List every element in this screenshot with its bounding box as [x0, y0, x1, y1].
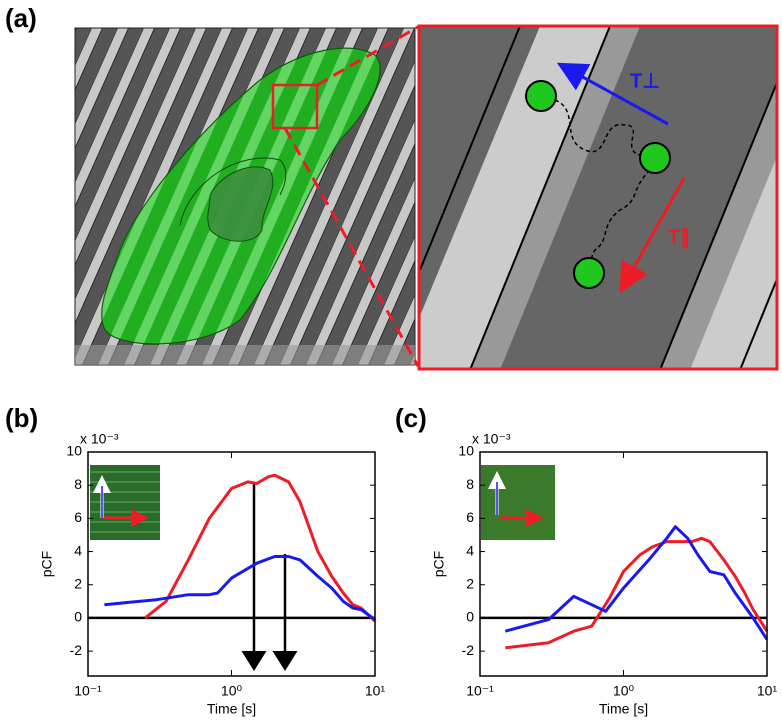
substrate	[74, 25, 420, 367]
data-line	[505, 536, 769, 650]
y-tick-label: 8	[466, 476, 474, 492]
data-line	[144, 473, 377, 623]
y-tick-label: 2	[466, 575, 474, 591]
y-tick-label: -2	[70, 642, 83, 658]
x-tick-label: 10⁰	[221, 683, 243, 699]
x-tick-label: 10⁰	[613, 683, 635, 699]
inset	[90, 465, 555, 540]
y-tick-label: 0	[74, 609, 82, 625]
x-axis-label: Time [s]	[207, 701, 256, 717]
y-tick-label: 6	[466, 509, 474, 525]
y-tick-label: 10	[458, 443, 474, 459]
x-tick-label: 10¹	[365, 683, 386, 699]
y-axis-label: pCF	[431, 551, 447, 577]
axes-box	[479, 451, 768, 677]
panel-label: (b)	[5, 403, 38, 433]
panel-label: (c)	[395, 403, 427, 433]
zoom-view: T⊥ T∥	[417, 24, 779, 371]
x-tick-label: 10⁻¹	[466, 683, 494, 699]
y-tick-label: 8	[74, 476, 82, 492]
axis-multiplier: x 10⁻³	[80, 431, 119, 447]
y-tick-label: -2	[462, 642, 475, 658]
axes-box	[87, 451, 376, 677]
perpendicular-label: T⊥	[630, 70, 660, 92]
y-tick-label: 4	[466, 542, 474, 558]
x-axis-label: Time [s]	[599, 701, 648, 717]
annotation-arrows	[241, 484, 298, 671]
panel-label: (a)	[5, 3, 37, 33]
data-line	[504, 525, 769, 641]
y-tick-label: 10	[66, 443, 82, 459]
y-tick-label: 2	[74, 575, 82, 591]
x-tick-label: 10⁻¹	[74, 683, 102, 699]
y-tick-label: 4	[74, 542, 82, 558]
y-axis-label: pCF	[39, 551, 55, 577]
parallel-label: T∥	[668, 226, 690, 248]
y-tick-label: 0	[466, 609, 474, 625]
x-tick-label: 10¹	[757, 683, 778, 699]
y-tick-label: 6	[74, 509, 82, 525]
data-line	[104, 555, 376, 621]
axis-multiplier: x 10⁻³	[472, 431, 511, 447]
